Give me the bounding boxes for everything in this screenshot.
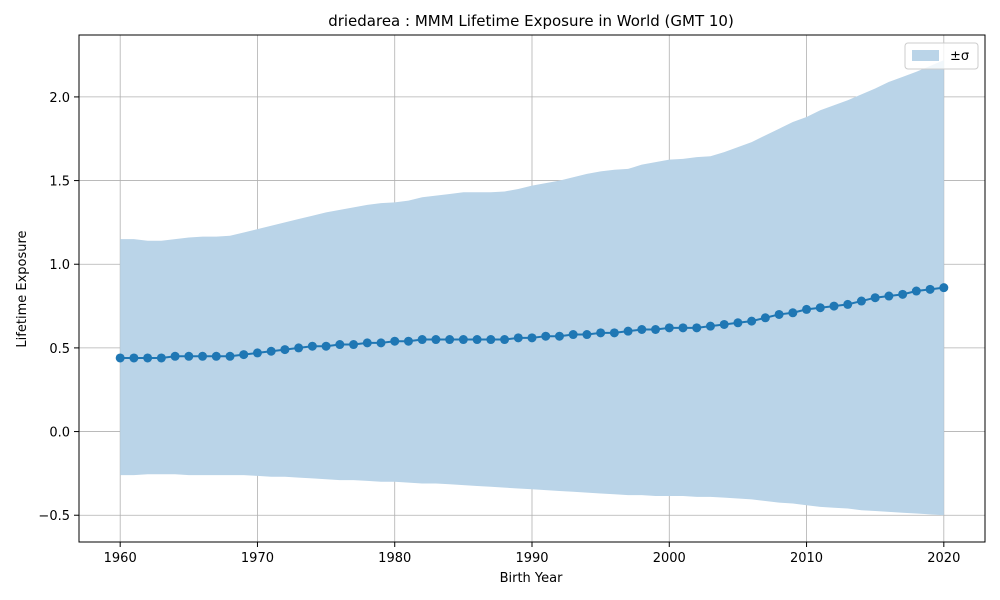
mean-point <box>898 289 908 299</box>
mean-point <box>294 343 304 353</box>
mean-point <box>747 316 757 326</box>
mean-point <box>664 323 674 333</box>
mean-point <box>788 308 798 318</box>
y-tick-label: 2.0 <box>49 91 70 106</box>
x-ticks: 1960 1970 1980 1990 2000 2010 2020 <box>104 542 960 566</box>
mean-point <box>568 330 578 340</box>
x-tick-label: 1990 <box>515 551 548 566</box>
x-tick-label: 2000 <box>653 551 686 566</box>
mean-point <box>458 335 468 345</box>
std-band <box>120 60 944 516</box>
mean-point <box>239 350 249 360</box>
mean-point <box>911 286 921 296</box>
legend: ±σ <box>904 42 979 70</box>
y-tick-label: 0.5 <box>49 342 70 357</box>
y-tick-label: 0.0 <box>49 426 70 441</box>
x-tick-label: 1980 <box>378 551 411 566</box>
chart-title: driedarea : MMM Lifetime Exposure in Wor… <box>328 12 734 30</box>
mean-point <box>884 291 894 301</box>
x-tick-label: 2020 <box>927 551 960 566</box>
mean-point <box>609 328 619 338</box>
mean-point <box>541 331 551 341</box>
mean-point <box>143 353 153 363</box>
mean-point <box>719 319 729 329</box>
mean-point <box>554 331 564 341</box>
legend-band-swatch <box>912 50 939 61</box>
mean-point <box>266 346 276 356</box>
mean-point <box>774 309 784 319</box>
mean-point <box>802 304 812 314</box>
mean-point <box>527 333 537 343</box>
mean-point <box>870 293 880 303</box>
mean-point <box>170 351 180 361</box>
mean-point <box>335 340 345 350</box>
mean-point <box>596 328 606 338</box>
mean-point <box>156 353 166 363</box>
mean-point <box>692 323 702 333</box>
mean-point <box>376 338 386 348</box>
y-tick-label: 1.5 <box>49 175 70 190</box>
y-ticks: −0.5 0.0 0.5 1.0 1.5 2.0 <box>38 91 79 524</box>
mean-point <box>445 335 455 345</box>
x-tick-label: 1970 <box>241 551 274 566</box>
mean-point <box>623 326 633 336</box>
x-axis-title: Birth Year <box>500 571 564 586</box>
x-tick-label: 2010 <box>790 551 823 566</box>
mean-point <box>651 325 661 334</box>
mean-point <box>925 284 935 294</box>
mean-series-layer <box>115 283 949 363</box>
mean-point <box>472 335 482 345</box>
mean-point <box>856 296 866 306</box>
mean-point <box>431 335 441 345</box>
mean-point <box>637 325 647 334</box>
mean-point <box>843 299 853 309</box>
mean-point <box>513 333 523 343</box>
mean-point <box>582 330 592 340</box>
mean-point <box>252 348 262 358</box>
mean-point <box>115 353 125 363</box>
y-tick-label: −0.5 <box>38 509 70 524</box>
mean-point <box>307 341 317 351</box>
mean-point <box>129 353 139 363</box>
mean-point <box>500 335 510 345</box>
x-tick-label: 1960 <box>104 551 137 566</box>
mean-point <box>403 336 413 346</box>
mean-point <box>184 351 194 361</box>
mean-point <box>733 318 743 328</box>
std-band-layer <box>120 60 944 516</box>
y-tick-label: 1.0 <box>49 258 70 273</box>
mean-point <box>760 313 770 323</box>
legend-box <box>904 42 979 70</box>
mean-point <box>280 345 290 355</box>
mean-point <box>678 323 688 333</box>
legend-label: ±σ <box>950 49 969 64</box>
mean-point <box>486 335 496 345</box>
mean-point <box>390 336 400 346</box>
mean-point <box>417 335 427 345</box>
mean-point <box>198 351 208 361</box>
mean-point <box>362 338 372 348</box>
mean-point <box>225 351 235 361</box>
mean-point <box>829 301 839 311</box>
mean-point <box>939 283 949 293</box>
mean-point <box>705 321 715 331</box>
mean-point <box>211 351 221 361</box>
y-axis-title: Lifetime Exposure <box>15 230 30 347</box>
mean-point <box>321 341 331 351</box>
mean-point <box>815 303 825 313</box>
mean-point <box>349 340 359 350</box>
